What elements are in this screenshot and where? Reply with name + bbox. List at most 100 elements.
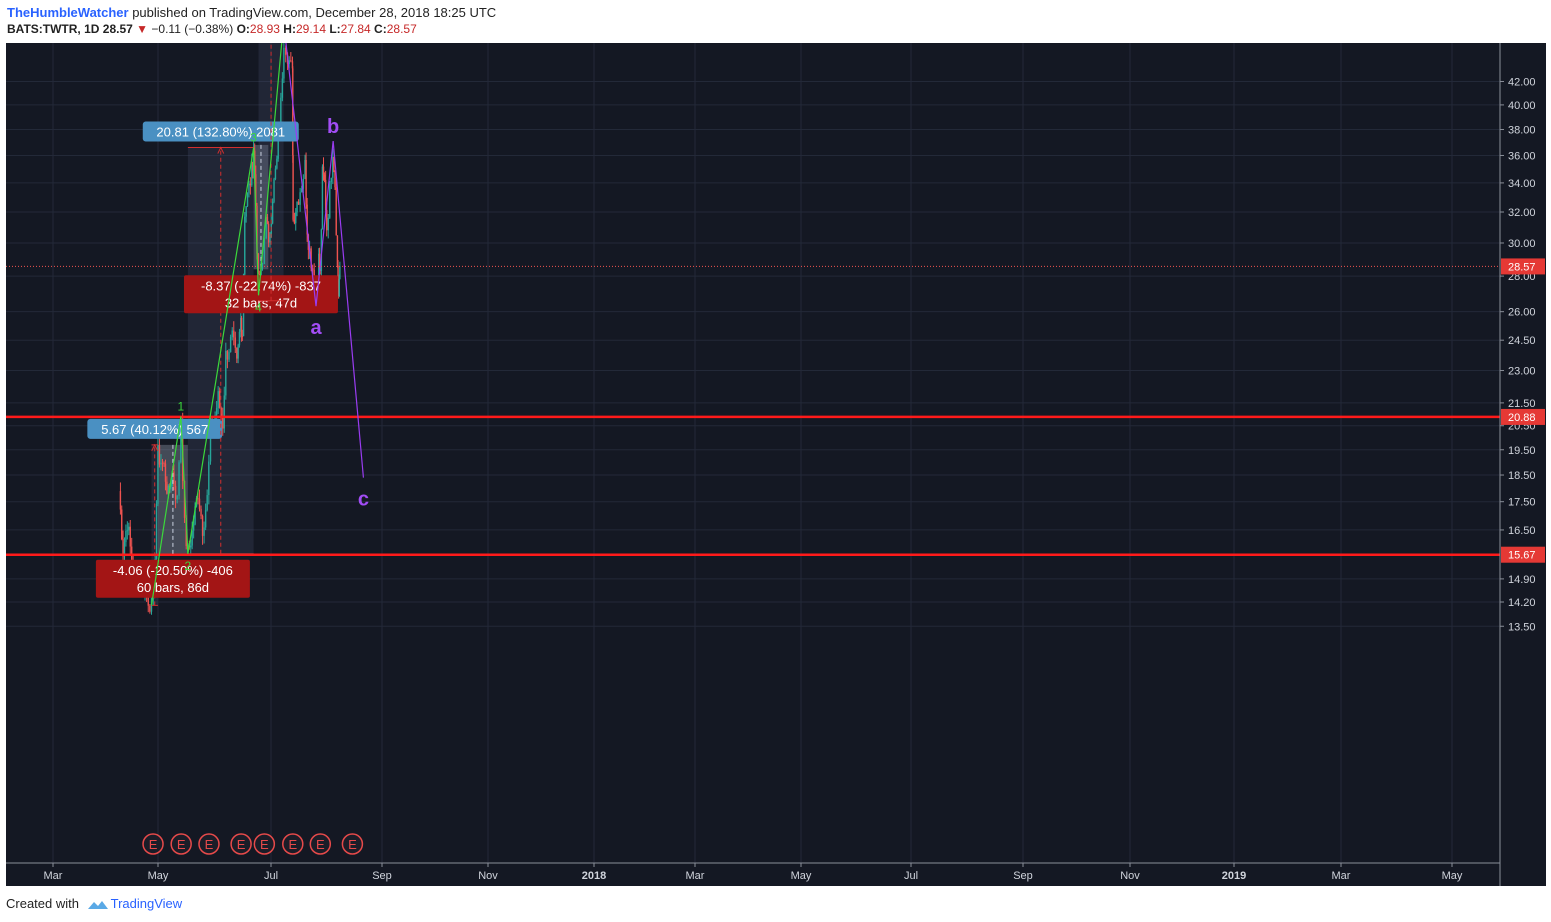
candle-body: [321, 166, 324, 230]
earnings-circle: [309, 833, 332, 855]
footer: Created with TradingView: [6, 896, 182, 911]
candle-body: [244, 216, 246, 275]
candle-body: [285, 47, 287, 55]
candle-body: [180, 419, 182, 463]
candle-body: [302, 178, 305, 189]
candle-body: [240, 317, 243, 337]
candle-body: [318, 253, 320, 291]
candle-body: [252, 161, 254, 171]
candle-body: [192, 524, 195, 531]
y-tick-label: 34.00: [1508, 178, 1536, 190]
abc-wave-line: [285, 43, 365, 478]
earnings-label: E: [177, 837, 186, 852]
y-tick-label: 24.50: [1508, 335, 1536, 347]
candle-body: [271, 201, 274, 224]
candle-body: [299, 192, 301, 205]
wave-count-label: 4: [255, 300, 262, 314]
publish-info: published on TradingView.com, December 2…: [128, 5, 497, 20]
x-tick-label: Nov: [478, 870, 498, 882]
candle-body: [280, 97, 282, 130]
candle-body: [209, 420, 212, 462]
author-link[interactable]: TheHumbleWatcher: [7, 5, 129, 20]
earnings-label: E: [260, 837, 269, 852]
candle-body: [238, 331, 241, 346]
earnings-marker[interactable]: E: [142, 833, 164, 855]
candle-body: [283, 47, 285, 79]
y-tick-label: 17.50: [1508, 497, 1536, 509]
candle-body: [251, 161, 253, 186]
candle-body: [121, 509, 123, 540]
price-tag-label: 20.88: [1508, 412, 1536, 424]
measure-arrow-head: [217, 146, 225, 154]
price-chart[interactable]: 5.67 (40.12%) 567 -4.06 (-20.50%) -406 60 …: [6, 43, 1546, 886]
last-price: 28.57: [102, 22, 133, 36]
measure-label: -4.06 (-20.50%) -406: [113, 563, 233, 578]
candle-body: [297, 201, 300, 205]
earnings-marker[interactable]: E: [282, 833, 304, 855]
candle-body: [274, 168, 277, 180]
y-tick-label: 36.00: [1508, 150, 1536, 162]
candle-body: [233, 330, 235, 338]
candle-body: [338, 279, 340, 297]
candle-body: [245, 206, 247, 217]
y-tick-label: 21.50: [1508, 398, 1536, 410]
chart-area[interactable]: 5.67 (40.12%) 567 -4.06 (-20.50%) -406 60 …: [6, 43, 1546, 886]
candle-body: [241, 336, 244, 337]
candle-body: [129, 526, 131, 547]
candle-body: [266, 217, 269, 224]
earnings-label: E: [237, 837, 246, 852]
measure-bars-label: 32 bars, 47d: [225, 295, 297, 310]
y-tick-label: 38.00: [1508, 125, 1536, 137]
candle-body: [163, 463, 165, 464]
x-tick-label: Mar: [686, 870, 705, 882]
y-tick-label: 13.50: [1508, 621, 1536, 633]
close-value: 28.57: [386, 22, 417, 36]
candle-body: [300, 188, 303, 193]
candle-body: [326, 210, 328, 231]
symbol-name: BATS:TWTR, 1D: [7, 22, 100, 36]
candle-body: [335, 187, 337, 236]
candle-body: [329, 181, 331, 218]
candle-body: [234, 337, 236, 348]
earnings-marker[interactable]: E: [309, 833, 332, 855]
candle-body: [164, 463, 167, 482]
candle-body: [269, 237, 271, 243]
candle-body: [215, 408, 218, 416]
candle-body: [126, 530, 129, 532]
y-tick-label: 42.00: [1508, 76, 1536, 88]
wave-letter-label: c: [358, 489, 369, 511]
open-label: O:: [236, 22, 250, 36]
candle-body: [292, 68, 294, 156]
earnings-circle: [341, 833, 364, 855]
candle-body: [281, 78, 284, 98]
candle-body: [231, 330, 233, 337]
candle-body: [265, 217, 267, 239]
candle-body: [295, 212, 297, 224]
y-tick-label: 18.50: [1508, 470, 1536, 482]
candle-body: [330, 177, 333, 182]
tradingview-link[interactable]: TradingView: [110, 896, 183, 911]
candle-body: [190, 545, 192, 548]
measure-label: -8.37 (-22.74%) -837: [201, 278, 321, 293]
candle-body: [291, 61, 294, 69]
earnings-marker[interactable]: E: [198, 833, 220, 855]
earnings-marker[interactable]: E: [253, 833, 276, 855]
candle-body: [263, 238, 266, 265]
x-tick-label: May: [148, 870, 169, 882]
candle-body: [208, 461, 210, 496]
earnings-marker[interactable]: E: [341, 833, 364, 855]
price-tag-box: [1501, 408, 1545, 425]
earnings-marker[interactable]: E: [230, 833, 252, 855]
candle-body: [166, 481, 168, 494]
candle-body: [333, 156, 335, 173]
price-tag-label: 15.67: [1508, 550, 1536, 562]
candle-body: [167, 485, 170, 494]
wave-letter-label: a: [310, 317, 322, 339]
x-tick-label: May: [791, 870, 812, 882]
grid-lines: [6, 43, 1500, 863]
candle-body: [276, 158, 278, 169]
measure-arrow-head: [151, 443, 159, 452]
earnings-label: E: [288, 837, 297, 852]
earnings-marker[interactable]: E: [170, 833, 192, 855]
candle-body: [218, 391, 221, 408]
